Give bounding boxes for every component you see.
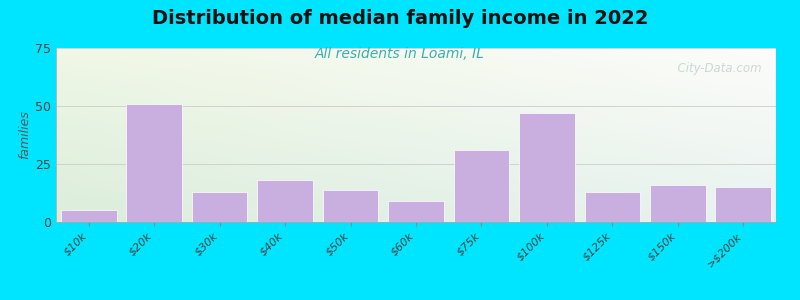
Y-axis label: families: families bbox=[18, 111, 31, 159]
Text: All residents in Loami, IL: All residents in Loami, IL bbox=[315, 46, 485, 61]
Bar bbox=[61, 210, 117, 222]
Bar bbox=[519, 113, 574, 222]
Bar bbox=[126, 104, 182, 222]
Bar bbox=[258, 180, 313, 222]
Bar bbox=[388, 201, 444, 222]
Bar bbox=[454, 150, 510, 222]
Bar bbox=[322, 190, 378, 222]
Bar bbox=[585, 192, 640, 222]
Bar bbox=[192, 192, 247, 222]
Bar bbox=[650, 185, 706, 222]
Text: City-Data.com: City-Data.com bbox=[670, 62, 762, 75]
Text: Distribution of median family income in 2022: Distribution of median family income in … bbox=[152, 9, 648, 28]
Bar bbox=[715, 187, 771, 222]
